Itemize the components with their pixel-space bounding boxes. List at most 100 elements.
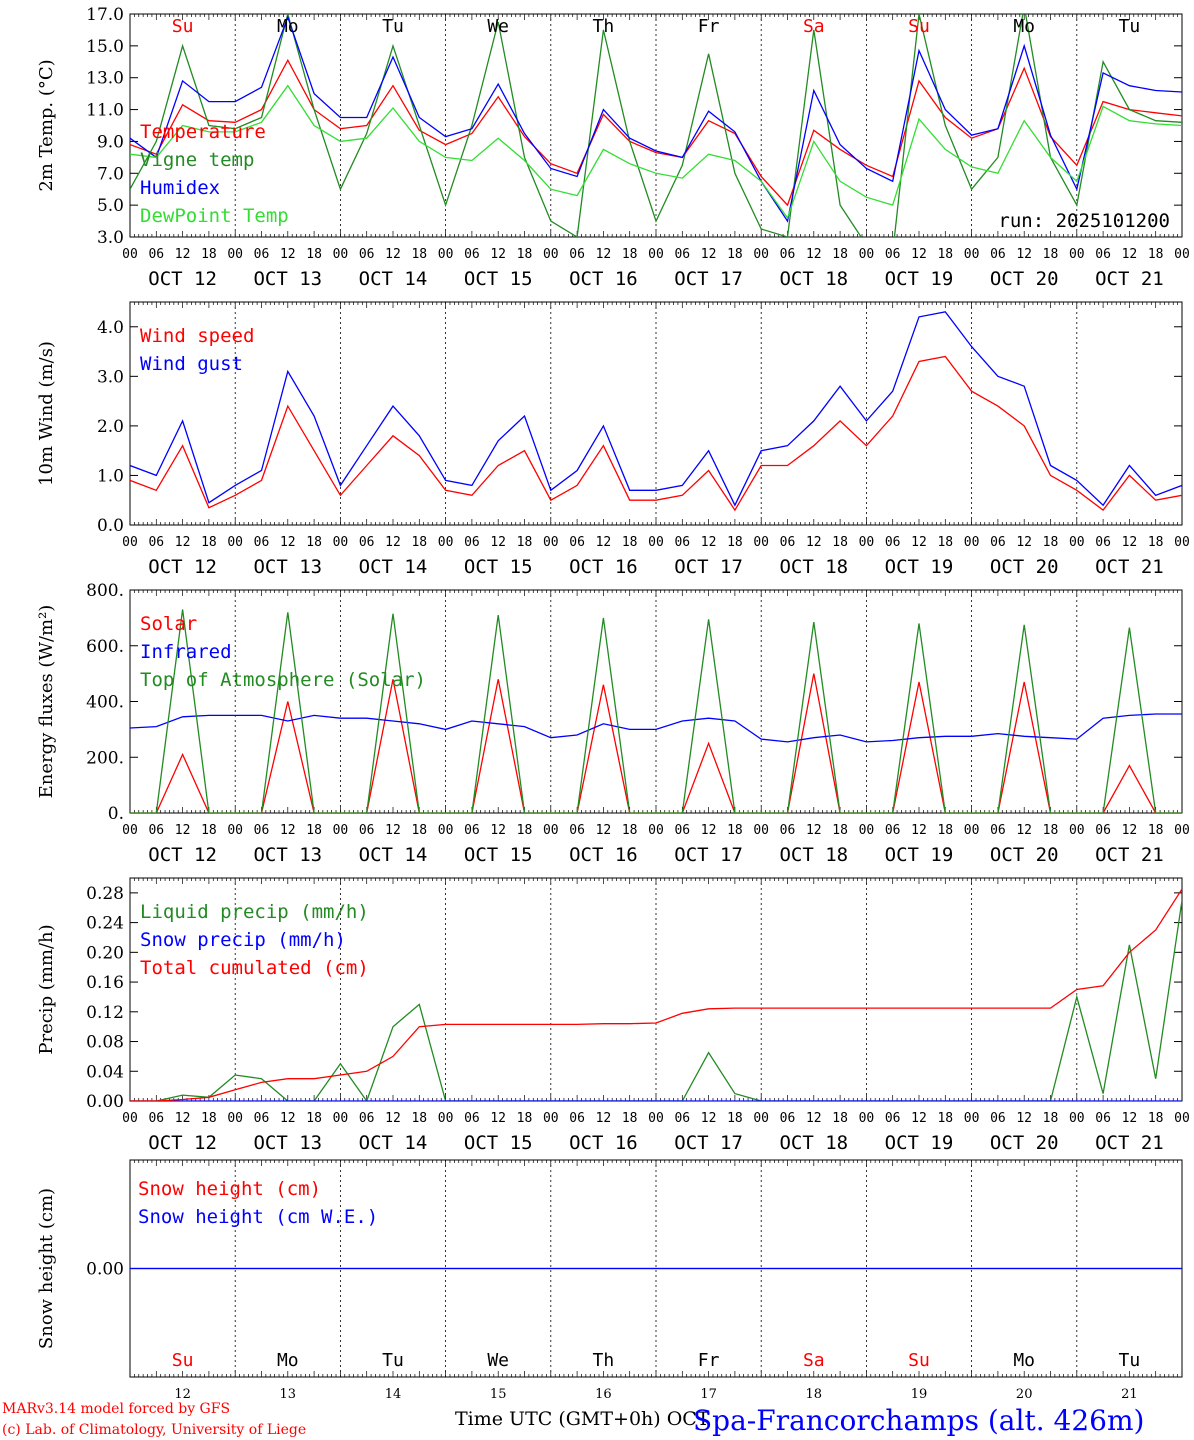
hour-tick-label: 06	[569, 535, 585, 550]
hour-tick-label: 18	[622, 823, 638, 838]
hour-tick-label: 00	[122, 1111, 138, 1126]
hour-tick-label: 18	[727, 1111, 743, 1126]
hour-tick-label: 06	[885, 247, 901, 262]
legend-entry: Temperature	[140, 121, 266, 143]
hour-tick-label: 06	[674, 535, 690, 550]
hour-tick-label: 18	[201, 247, 217, 262]
hour-tick-label: 12	[596, 247, 612, 262]
hour-tick-label: 12	[175, 247, 191, 262]
y-tick-label: 0.20	[86, 943, 124, 963]
day-of-week-label: Su	[908, 1350, 930, 1371]
hour-tick-label: 18	[937, 535, 953, 550]
hour-tick-label: 18	[832, 1111, 848, 1126]
y-tick-label: 11.0	[86, 101, 124, 121]
hour-tick-label: 06	[780, 1111, 796, 1126]
hour-tick-label: 06	[780, 247, 796, 262]
hour-tick-label: 00	[859, 247, 875, 262]
date-label: OCT 20	[990, 844, 1059, 866]
hour-tick-label: 18	[517, 247, 533, 262]
hour-tick-label: 18	[937, 823, 953, 838]
hour-tick-label: 00	[227, 1111, 243, 1126]
hour-tick-label: 12	[280, 247, 296, 262]
hour-tick-label: 00	[964, 823, 980, 838]
series-line-temperature	[130, 58, 1182, 207]
hour-tick-label: 00	[333, 247, 349, 262]
y-tick-label: 0.08	[86, 1033, 124, 1053]
hour-tick-label: 00	[438, 1111, 454, 1126]
hour-tick-label: 00	[333, 823, 349, 838]
date-label: OCT 16	[569, 556, 638, 578]
date-label: OCT 15	[464, 844, 533, 866]
hour-tick-label: 00	[438, 823, 454, 838]
y-tick-label: 0.00	[86, 1260, 124, 1280]
day-number-label: 21	[1121, 1387, 1138, 1402]
day-number-label: 14	[385, 1387, 402, 1402]
hour-tick-label: 00	[543, 823, 559, 838]
hour-tick-label: 00	[753, 823, 769, 838]
date-label: OCT 18	[779, 844, 848, 866]
y-axis-label: 10m Wind (m/s)	[36, 341, 57, 486]
y-tick-label: 0.04	[86, 1062, 124, 1082]
hour-tick-label: 00	[333, 1111, 349, 1126]
day-of-week-label: Tu	[1119, 1350, 1141, 1371]
hour-tick-label: 12	[1016, 1111, 1032, 1126]
hour-tick-label: 00	[859, 535, 875, 550]
hour-tick-label: 06	[780, 823, 796, 838]
hour-tick-label: 12	[175, 823, 191, 838]
panel-wind: 4.0 3.0 2.0 1.0 0.0 10m Wind (m/s) 00 06 12 18 OCT…	[36, 301, 1190, 578]
legend-entry: Infrared	[140, 641, 232, 663]
date-label: OCT 17	[674, 844, 743, 866]
hour-tick-label: 12	[490, 247, 506, 262]
hour-tick-label: 18	[306, 535, 322, 550]
y-axis-label: Snow height (cm)	[36, 1188, 57, 1349]
hour-tick-label: 06	[1095, 823, 1111, 838]
hour-tick-label: 18	[201, 535, 217, 550]
hour-tick-label: 06	[148, 1111, 164, 1126]
day-of-week-label: Tu	[382, 1350, 404, 1371]
hour-tick-label: 12	[596, 1111, 612, 1126]
date-label: OCT 21	[1095, 556, 1164, 578]
date-label: OCT 18	[779, 1132, 848, 1154]
date-label: OCT 14	[359, 1132, 428, 1154]
x-minor-ticks	[129, 1160, 1183, 1377]
day-number-label: 20	[1016, 1387, 1033, 1402]
legend-entry: Wind gust	[140, 353, 243, 375]
hour-tick-label: 06	[674, 247, 690, 262]
hour-tick-label: 18	[1043, 247, 1059, 262]
hour-tick-label: 18	[727, 247, 743, 262]
hour-tick-label: 18	[832, 823, 848, 838]
hour-tick-label: 00	[438, 535, 454, 550]
hour-tick-label: 12	[911, 535, 927, 550]
hour-tick-label: 18	[411, 535, 427, 550]
panel-precip: 0.28 0.24 0.20 0.16 0.12 0.08 0.04 0.00 Precip (…	[36, 877, 1190, 1154]
hour-tick-label: 00	[1069, 1111, 1085, 1126]
hour-tick-label: 18	[1148, 823, 1164, 838]
hour-tick-label: 12	[701, 535, 717, 550]
legend-entry: Vigne temp	[140, 149, 254, 171]
series-line-wind-gust	[130, 311, 1182, 507]
hour-tick-label: 06	[990, 247, 1006, 262]
y-tick-label: 17.0	[86, 5, 124, 25]
hour-tick-label: 12	[701, 247, 717, 262]
panel-temp: 17.0 15.0 13.0 11.0 9.0 7.0 5.0 3.0 2m Temp. (°C…	[36, 5, 1190, 290]
hour-tick-label: 12	[385, 535, 401, 550]
hour-tick-label: 00	[333, 535, 349, 550]
hour-tick-label: 06	[990, 823, 1006, 838]
hour-tick-label: 06	[148, 535, 164, 550]
hour-tick-label: 12	[1016, 535, 1032, 550]
hour-tick-label: 12	[596, 823, 612, 838]
hour-tick-label: 00	[543, 247, 559, 262]
day-of-week-label: We	[487, 16, 509, 37]
day-number-label: 13	[280, 1387, 297, 1402]
day-of-week-label: Th	[593, 1350, 615, 1371]
hour-tick-label: 12	[701, 1111, 717, 1126]
hour-tick-label: 18	[622, 1111, 638, 1126]
hour-tick-label: 18	[517, 1111, 533, 1126]
x-minor-ticks	[129, 878, 1183, 1101]
day-of-week-label: Mo	[1013, 1350, 1035, 1371]
hour-tick-label: 18	[937, 247, 953, 262]
hour-tick-label: 06	[1095, 247, 1111, 262]
y-tick-label: 1.0	[97, 466, 124, 486]
hour-tick-label: 00	[964, 1111, 980, 1126]
